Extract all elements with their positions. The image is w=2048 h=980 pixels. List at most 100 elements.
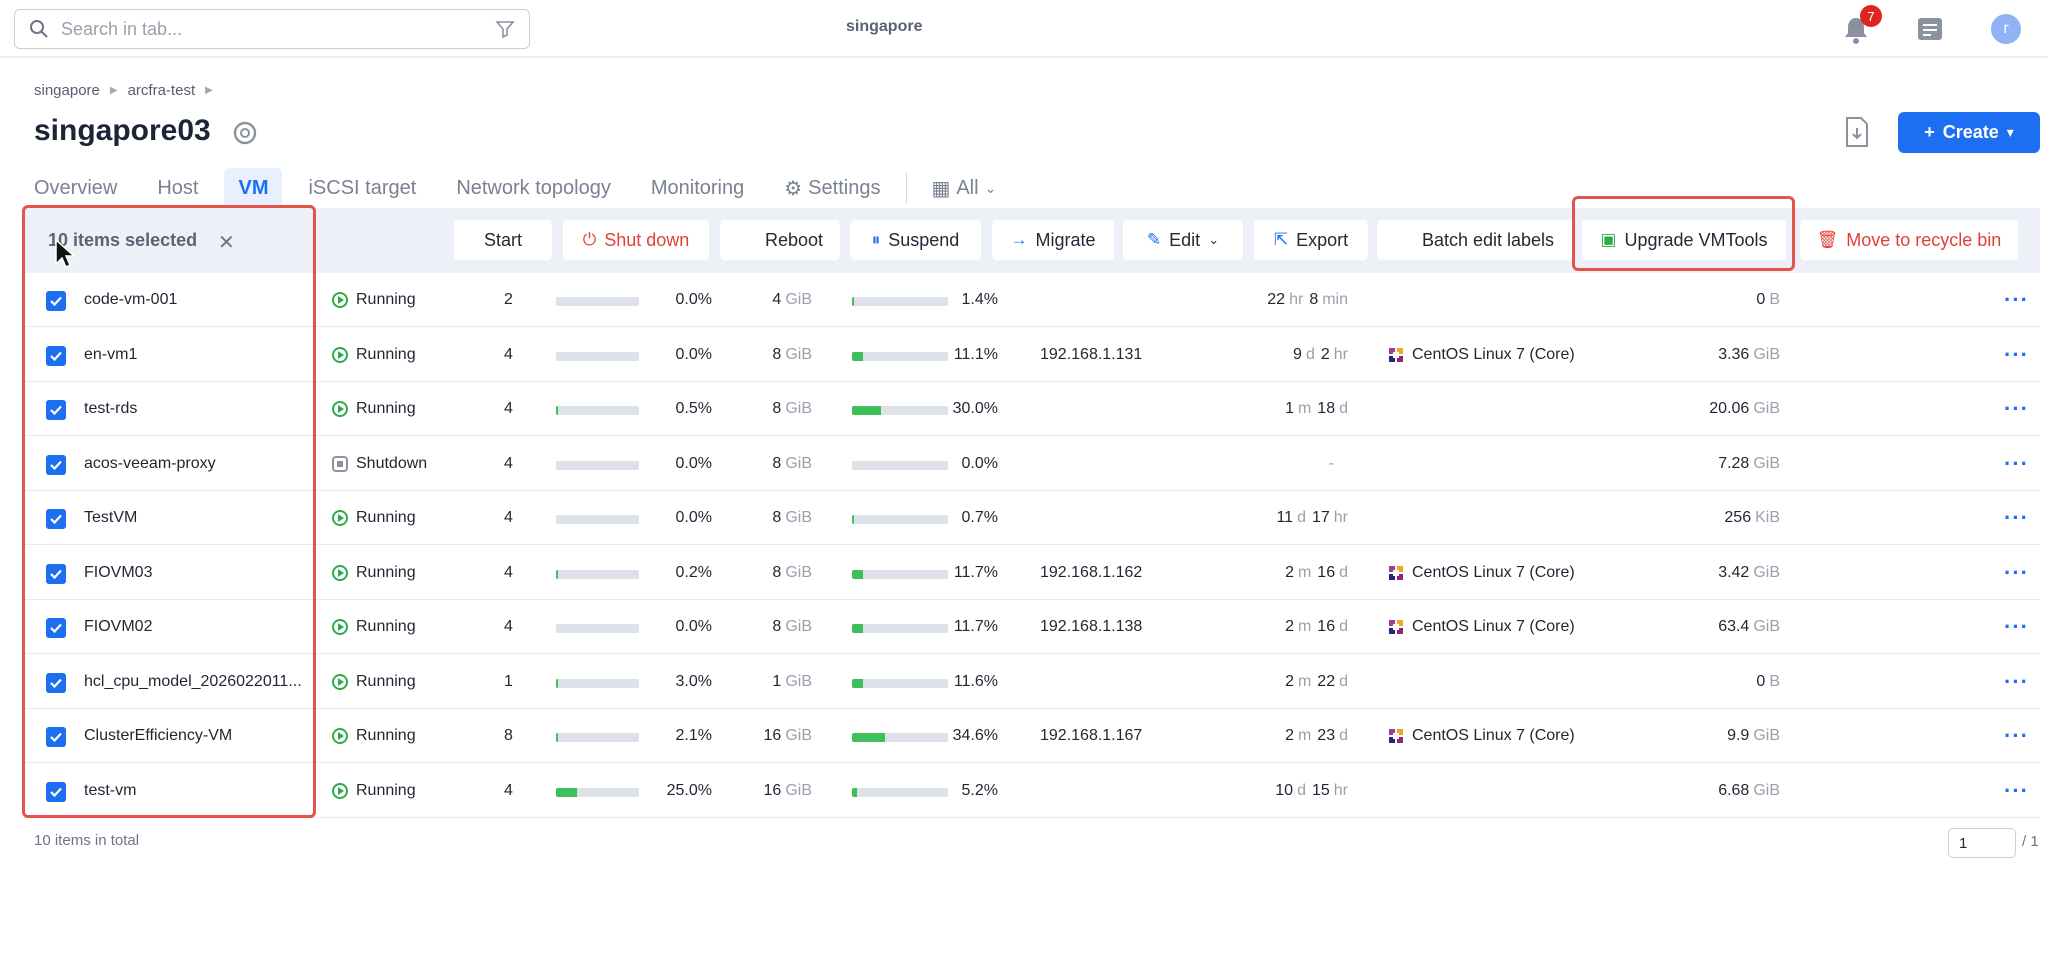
filter-icon[interactable] (495, 19, 515, 39)
row-checkbox[interactable] (46, 781, 66, 802)
more-actions-icon[interactable]: ··· (2004, 341, 2029, 367)
button-label: Export (1296, 229, 1349, 250)
more-actions-icon[interactable]: ··· (2004, 559, 2029, 585)
uptime-value-1: 2 (1285, 727, 1294, 744)
row-checkbox[interactable] (46, 618, 66, 638)
vm-status: Running (332, 382, 416, 436)
selection-count: 10 items selected (48, 230, 198, 250)
create-button[interactable]: + Create ▾ (1898, 112, 2040, 153)
close-icon[interactable]: ✕ (218, 232, 235, 254)
tab-all[interactable]: ▦ All ⌄ (917, 168, 1010, 208)
table-row[interactable]: TestVM Running 4 0.0% 8 GiB 0.7% 11 d 17 hr… (24, 491, 2040, 545)
vm-name[interactable]: acos-veeam-proxy (84, 454, 216, 472)
vm-status: Running (332, 764, 416, 818)
tab-overview[interactable]: Overview (20, 168, 131, 208)
row-checkbox[interactable] (46, 509, 66, 529)
more-actions-icon[interactable]: ··· (2004, 723, 2029, 748)
memory-value: 4 (772, 291, 782, 308)
column-divider (314, 382, 315, 436)
more-actions-icon[interactable]: ··· (2004, 777, 2029, 803)
more-actions-icon[interactable]: ··· (2004, 450, 2029, 476)
vm-name[interactable]: test-vm (84, 781, 137, 799)
uptime-value-2: 16 (1317, 563, 1336, 581)
tab-settings[interactable]: ⚙ Settings (770, 168, 894, 208)
row-checkbox[interactable] (46, 563, 66, 584)
tab-vm[interactable]: VM (224, 168, 283, 208)
cpu-usage-bar (556, 787, 639, 797)
row-checkbox[interactable] (46, 727, 66, 747)
cpu-usage-bar (556, 624, 639, 633)
avatar[interactable]: r (1991, 14, 2021, 44)
status-text: Running (356, 672, 416, 690)
uptime-value-1: 11 (1276, 509, 1294, 526)
table-row[interactable]: code-vm-001 Running 2 0.0% 4 GiB 1.4% 22 h… (24, 273, 2040, 327)
vm-name[interactable]: TestVM (84, 509, 138, 526)
uptime-unit-2: hr (1333, 345, 1348, 363)
row-checkbox[interactable] (46, 291, 66, 311)
uptime-unit-2: d (1339, 400, 1348, 417)
task-list-icon[interactable] (1916, 16, 1944, 42)
vm-name[interactable]: hcl_cpu_model_2026022011... (84, 672, 302, 690)
search-input[interactable]: Search in tab... (61, 18, 183, 39)
table-row[interactable]: en-vm1 Running 4 0.0% 8 GiB 11.1% 192.168… (24, 327, 2040, 382)
vm-name[interactable]: code-vm-001 (84, 291, 178, 308)
tab-iscsi-target[interactable]: iSCSI target (294, 168, 430, 208)
tab-label: iSCSI target (308, 176, 417, 199)
vm-name[interactable]: test-rds (84, 400, 138, 417)
row-checkbox[interactable] (46, 454, 66, 475)
breadcrumb-item[interactable]: singapore (34, 82, 100, 99)
download-doc-icon[interactable] (1842, 116, 1872, 148)
cpu-usage-percent: 0.0% (675, 454, 712, 472)
pencil-icon: ✎ (1146, 230, 1162, 249)
upgrade-vmtools-button[interactable]: ▣ Upgrade VMTools (1582, 220, 1786, 260)
move-to-recycle-bin-button[interactable]: 🗑 Move to recycle bin (1800, 220, 2018, 260)
table-row[interactable]: acos-veeam-proxy Shutdown 4 0.0% 8 GiB 0.… (24, 436, 2040, 491)
row-checkbox[interactable] (46, 672, 66, 693)
start-button[interactable]: Start (454, 220, 552, 260)
refresh-icon[interactable] (232, 120, 258, 146)
batch-edit-labels-button[interactable]: Batch edit labels (1377, 220, 1573, 260)
column-divider (314, 436, 315, 491)
row-checkbox[interactable] (46, 345, 66, 366)
tab-host[interactable]: Host (143, 168, 212, 208)
more-actions-icon[interactable]: ··· (2004, 668, 2029, 694)
page-input[interactable]: 1 (1948, 828, 2016, 858)
total-count: 10 items in total (34, 832, 140, 849)
disk-unit: KiB (1755, 509, 1780, 526)
uptime-unit-1: m (1297, 672, 1312, 690)
search-box[interactable]: Search in tab... (14, 9, 530, 49)
edit-button[interactable]: ✎ Edit ⌄ (1123, 220, 1243, 260)
play-icon (332, 401, 348, 417)
more-actions-icon[interactable]: ··· (2004, 287, 2029, 312)
reboot-button[interactable]: Reboot (720, 220, 840, 260)
more-actions-icon[interactable]: ··· (2004, 396, 2029, 421)
more-actions-icon[interactable]: ··· (2004, 614, 2029, 639)
shut-down-button[interactable]: ⏻ Shut down (563, 220, 709, 260)
row-checkbox[interactable] (46, 400, 66, 420)
table-row[interactable]: ClusterEfficiency-VM Running 8 2.1% 16 Gi… (24, 709, 2040, 763)
vm-name[interactable]: ClusterEfficiency-VM (84, 727, 233, 744)
tab-label: Network topology (456, 176, 611, 199)
export-button[interactable]: ⇱ Export (1254, 220, 1368, 260)
vm-name[interactable]: FIOVM03 (84, 563, 153, 581)
suspend-button[interactable]: ⏸ Suspend (850, 220, 981, 260)
button-label: Suspend (888, 229, 960, 250)
tab-network-topology[interactable]: Network topology (442, 168, 625, 208)
status-text: Running (356, 291, 416, 308)
tab-monitoring[interactable]: Monitoring (637, 168, 758, 208)
vm-name[interactable]: FIOVM02 (84, 618, 153, 635)
table-row[interactable]: test-vm Running 4 25.0% 16 GiB 5.2% 10 d 1… (24, 763, 2040, 818)
breadcrumb-item[interactable]: arcfra-test (127, 82, 196, 99)
table-row[interactable]: FIOVM03 Running 4 0.2% 8 GiB 11.7% 192.16… (24, 545, 2040, 600)
play-icon (332, 346, 348, 363)
memory-usage-bar (852, 678, 948, 688)
more-actions-icon[interactable]: ··· (2004, 505, 2029, 530)
migrate-button[interactable]: → Migrate (992, 220, 1114, 260)
table-row[interactable]: hcl_cpu_model_2026022011... Running 1 3.… (24, 654, 2040, 709)
tab-divider (906, 173, 908, 203)
table-row[interactable]: FIOVM02 Running 4 0.0% 8 GiB 11.7% 192.16… (24, 600, 2040, 654)
memory-unit: GiB (785, 509, 812, 526)
column-divider (314, 709, 315, 763)
vm-name[interactable]: en-vm1 (84, 345, 138, 363)
